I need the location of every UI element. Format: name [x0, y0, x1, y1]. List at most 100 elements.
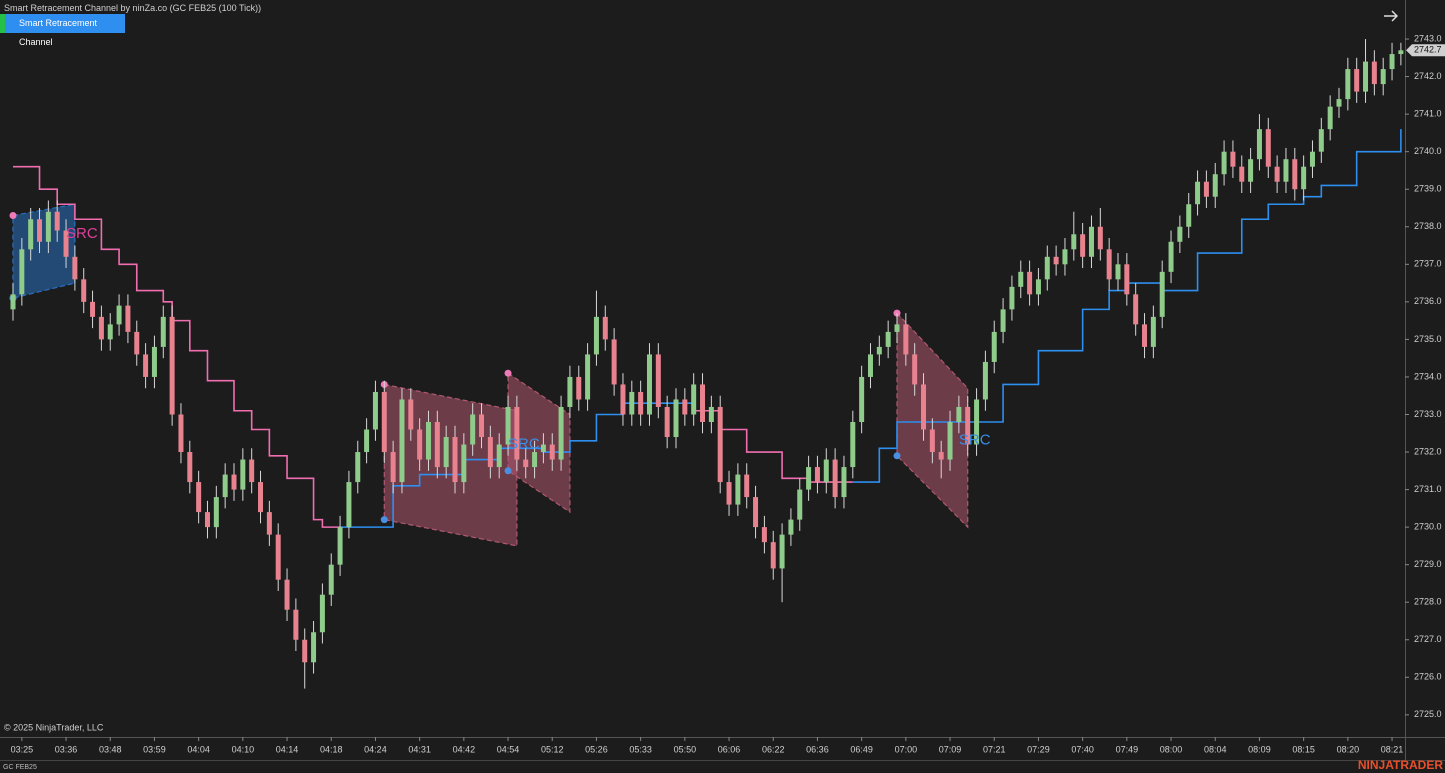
candle-body — [1363, 61, 1369, 92]
candle-body — [1265, 129, 1271, 167]
annotation: SRC — [959, 432, 991, 449]
candle-body — [222, 474, 228, 498]
candle-body — [894, 324, 900, 332]
candle-body — [355, 452, 361, 483]
x-tick-label: 07:00 — [895, 744, 918, 754]
zone-low-dot — [893, 452, 901, 460]
candle-body — [1354, 69, 1360, 92]
candle-body — [1159, 271, 1165, 317]
candle-body — [1398, 50, 1404, 55]
candle-body — [1133, 294, 1139, 325]
candle-body — [1371, 61, 1377, 85]
candle-body — [602, 316, 608, 340]
x-tick-label: 04:04 — [187, 744, 210, 754]
candle-body — [505, 406, 511, 445]
candle-body — [63, 230, 69, 257]
candle-body — [965, 406, 971, 445]
candle-body — [770, 542, 776, 569]
candle-body — [143, 354, 149, 377]
annotation: SRC — [66, 225, 98, 242]
y-tick-label: 2731.0 — [1414, 484, 1442, 494]
x-tick-label: 04:24 — [364, 744, 387, 754]
candle-body — [479, 414, 485, 438]
candle-body — [169, 316, 175, 415]
x-tick-label: 08:21 — [1381, 744, 1404, 754]
brand: NINJATRADER — [1358, 758, 1443, 772]
copyright: © 2025 NinjaTrader, LLC — [4, 722, 104, 732]
arrow-icon[interactable] — [1384, 10, 1399, 22]
candle-body — [823, 459, 829, 483]
instrument: GC FEB25 — [3, 764, 37, 771]
channel-line — [340, 129, 1402, 528]
candle-body — [629, 391, 635, 415]
y-tick-label: 2727.0 — [1414, 634, 1442, 644]
candle-body — [956, 406, 962, 423]
candle-body — [1000, 309, 1006, 332]
candle-body — [974, 399, 980, 445]
candle-body — [240, 459, 246, 490]
candle-body — [258, 482, 264, 513]
chart-header: Smart Retracement Channel by ninZa.co (G… — [4, 3, 262, 13]
candle-body — [735, 474, 741, 505]
candle-body — [328, 564, 334, 595]
x-tick-label: 07:29 — [1027, 744, 1050, 754]
zone-high-dot — [504, 369, 512, 377]
candle-body — [408, 399, 414, 430]
candle-body — [319, 594, 325, 633]
candle-body — [1345, 69, 1351, 100]
candle-body — [1150, 316, 1156, 347]
candle-body — [302, 639, 308, 663]
candle-body — [655, 354, 661, 407]
candle-body — [1327, 106, 1333, 130]
candle-body — [1177, 226, 1183, 242]
x-tick-label: 07:21 — [983, 744, 1006, 754]
candle-body — [90, 301, 96, 317]
candle-body — [434, 422, 440, 468]
candle-body — [311, 632, 317, 663]
x-tick-label: 04:18 — [320, 744, 343, 754]
candle-body — [231, 474, 237, 490]
candle-body — [921, 384, 927, 430]
y-tick-label: 2730.0 — [1414, 522, 1442, 532]
candle-body — [1239, 166, 1245, 182]
indicator-button[interactable]: Smart Retracement Channel — [0, 14, 125, 47]
y-tick-label: 2734.0 — [1414, 371, 1442, 381]
candle-body — [116, 305, 122, 325]
x-tick-label: 03:36 — [55, 744, 78, 754]
x-tick-label: 07:09 — [939, 744, 962, 754]
candle-body — [1292, 159, 1298, 190]
candle-body — [682, 399, 688, 415]
candle-body — [45, 211, 51, 242]
candle-body — [929, 429, 935, 453]
candle-body — [620, 384, 626, 415]
candle-body — [867, 354, 873, 377]
candle-body — [204, 512, 210, 528]
candle-body — [876, 346, 882, 355]
candle-body — [98, 316, 104, 340]
y-tick-label: 2736.0 — [1414, 296, 1442, 306]
candle-body — [1230, 151, 1236, 167]
candle-body — [859, 376, 865, 423]
candle-body — [841, 467, 847, 498]
y-tick-label: 2740.0 — [1414, 146, 1442, 156]
y-tick-label: 2732.0 — [1414, 446, 1442, 456]
candle-body — [1009, 286, 1015, 310]
candle-body — [779, 534, 785, 569]
candle-body — [1301, 166, 1307, 190]
x-tick-label: 08:04 — [1204, 744, 1227, 754]
candle-body — [885, 331, 891, 347]
annotation: SRC — [508, 435, 540, 452]
candle-body — [19, 249, 25, 295]
candle-body — [576, 376, 582, 400]
candle-body — [761, 527, 767, 543]
candle-body — [708, 406, 714, 423]
candle-body — [806, 467, 812, 490]
candle-body — [691, 384, 697, 415]
y-tick-label: 2735.0 — [1414, 334, 1442, 344]
x-tick-label: 06:36 — [806, 744, 829, 754]
plot: SRC SRC SRC — [9, 39, 1404, 689]
y-tick-label: 2733.0 — [1414, 409, 1442, 419]
candle-body — [390, 452, 396, 483]
candle-body — [275, 534, 281, 580]
